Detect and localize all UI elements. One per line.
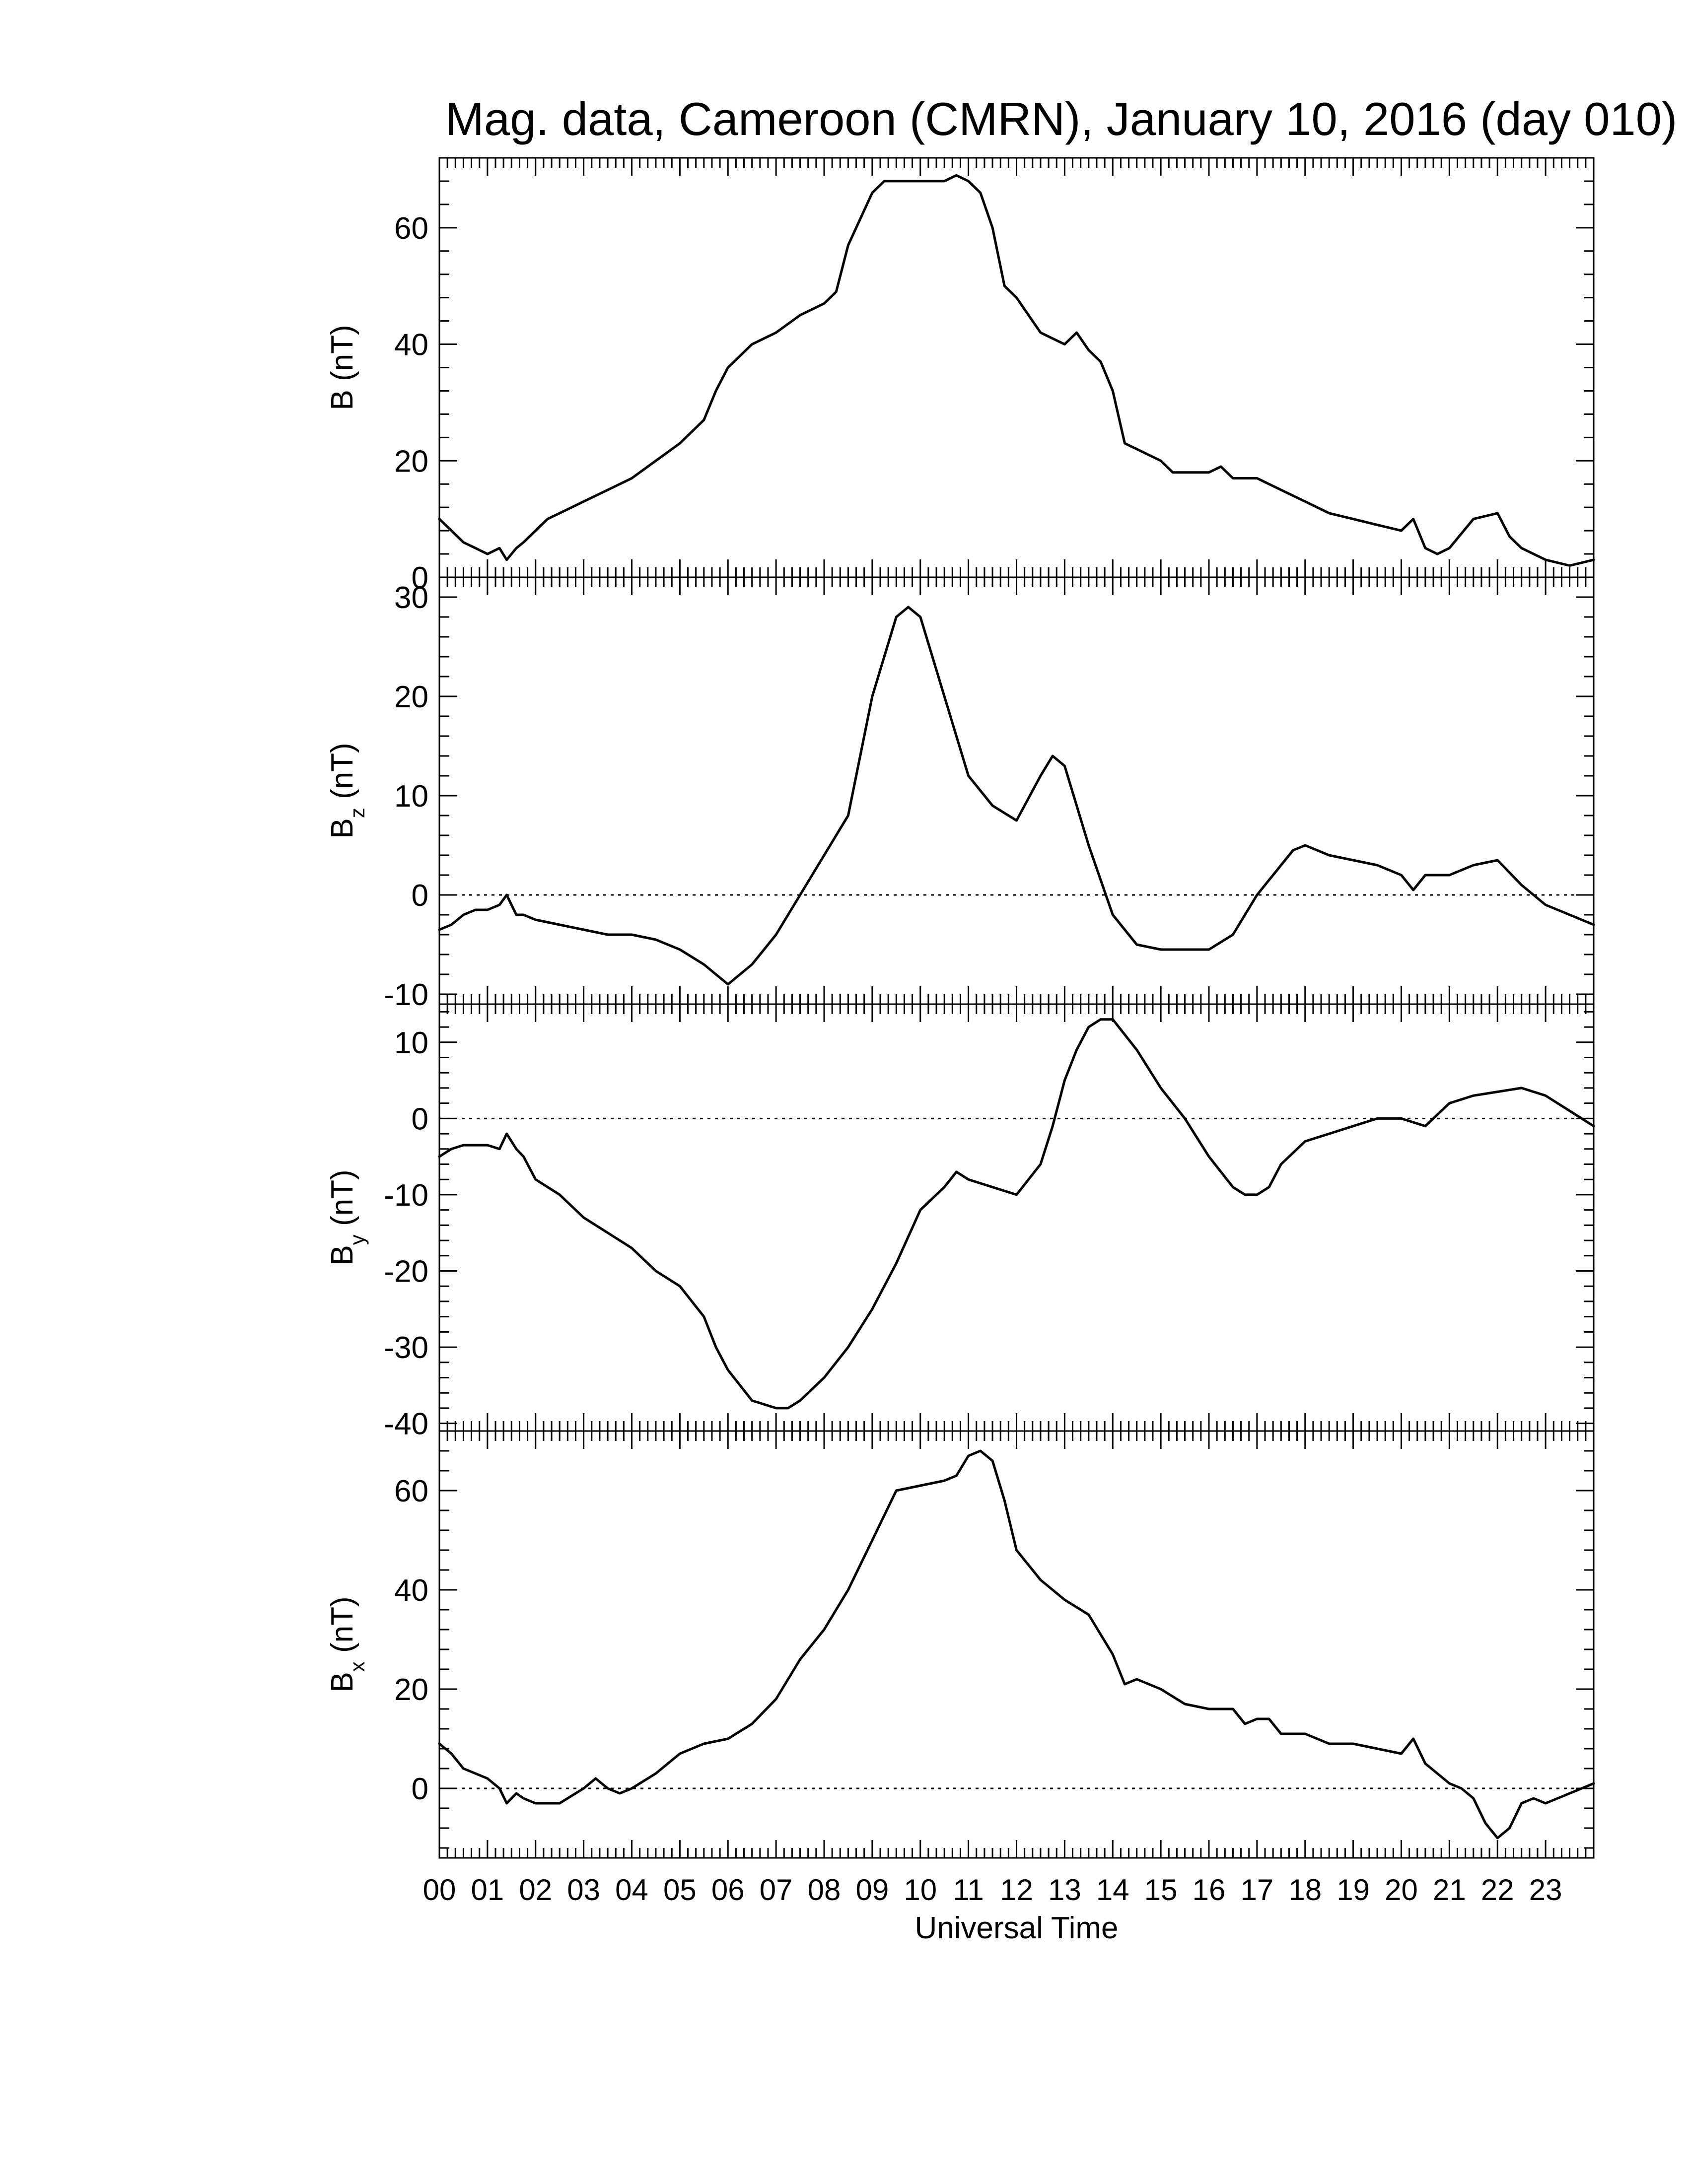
x-tick-label: 07	[760, 1873, 793, 1907]
y-tick-label: 20	[394, 1673, 428, 1707]
y-tick-label: 0	[412, 879, 428, 913]
x-tick-label: 06	[711, 1873, 745, 1907]
x-tick-label: 16	[1193, 1873, 1226, 1907]
x-tick-label: 20	[1385, 1873, 1418, 1907]
y-tick-label: 20	[394, 680, 428, 714]
x-tick-label: 09	[856, 1873, 889, 1907]
x-tick-label: 12	[1000, 1873, 1033, 1907]
x-tick-label: 02	[519, 1873, 552, 1907]
y-tick-label: 0	[412, 1772, 428, 1806]
series-line	[438, 174, 1595, 567]
x-tick-label: 22	[1481, 1873, 1514, 1907]
y-tick-label: -10	[384, 978, 428, 1012]
x-tick-label: 08	[808, 1873, 841, 1907]
y-axis-title: By (nT)	[325, 1169, 369, 1265]
y-tick-label: 40	[394, 1573, 428, 1608]
y-tick-label: 10	[394, 779, 428, 814]
x-tick-label: 18	[1288, 1873, 1322, 1907]
x-tick-label: 21	[1433, 1873, 1466, 1907]
series-line	[438, 1449, 1595, 1840]
y-tick-label: 10	[394, 1026, 428, 1060]
series-line	[438, 1018, 1595, 1410]
x-tick-label: 01	[471, 1873, 504, 1907]
panel-frame	[438, 1003, 1595, 1432]
y-tick-label: -40	[384, 1407, 428, 1441]
x-tick-label: 00	[423, 1873, 456, 1907]
panel-frame	[438, 157, 1595, 578]
x-axis-title: Universal Time	[915, 1911, 1119, 1945]
x-tick-label: 19	[1336, 1873, 1370, 1907]
x-tick-label: 10	[904, 1873, 937, 1907]
y-tick-label: -10	[384, 1178, 428, 1213]
chart-title: Mag. data, Cameroon (CMRN), January 10, …	[445, 93, 1678, 145]
y-axis-title: Bx (nT)	[325, 1596, 369, 1692]
panel-1: -10 0 10 20 30 Bz (nT)	[325, 576, 1595, 1012]
panel-2: -40 -30 -20 -10 0 10 By (nT)	[325, 1003, 1595, 1441]
x-tick-label: 03	[567, 1873, 600, 1907]
x-tick-label: 17	[1241, 1873, 1274, 1907]
x-tick-label: 23	[1529, 1873, 1562, 1907]
y-tick-label: 40	[394, 328, 428, 362]
x-tick-label: 14	[1096, 1873, 1129, 1907]
x-tick-label: 05	[663, 1873, 697, 1907]
y-tick-label: -20	[384, 1255, 428, 1289]
x-tick-label: 15	[1144, 1873, 1178, 1907]
y-axis-title: Bz (nT)	[325, 743, 369, 838]
y-tick-label: 60	[394, 211, 428, 246]
y-tick-label: 20	[394, 444, 428, 478]
y-tick-label: -30	[384, 1331, 428, 1365]
x-tick-label: 04	[615, 1873, 648, 1907]
panel-frame	[438, 1430, 1595, 1859]
series-line	[438, 606, 1595, 986]
y-tick-label: 60	[394, 1474, 428, 1508]
y-axis-title: B (nT)	[325, 325, 359, 410]
y-tick-label: 30	[394, 581, 428, 615]
y-tick-label: 0	[412, 1102, 428, 1136]
y-tick-label: 0	[412, 561, 428, 595]
panel-0: 0 20 40 60 B (nT)	[325, 157, 1595, 595]
x-tick-label: 11	[953, 1873, 984, 1907]
panel-3: 0 20 40 60 Bx (nT)	[325, 1430, 1595, 1859]
x-tick-label: 13	[1048, 1873, 1081, 1907]
panel-frame	[438, 576, 1595, 1005]
